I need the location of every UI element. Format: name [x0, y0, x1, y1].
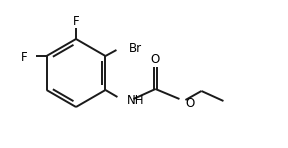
Text: O: O — [185, 97, 195, 110]
Text: F: F — [73, 15, 79, 28]
Text: O: O — [151, 53, 160, 66]
Text: NH: NH — [126, 94, 144, 107]
Text: F: F — [21, 51, 28, 64]
Text: Br: Br — [128, 42, 142, 55]
